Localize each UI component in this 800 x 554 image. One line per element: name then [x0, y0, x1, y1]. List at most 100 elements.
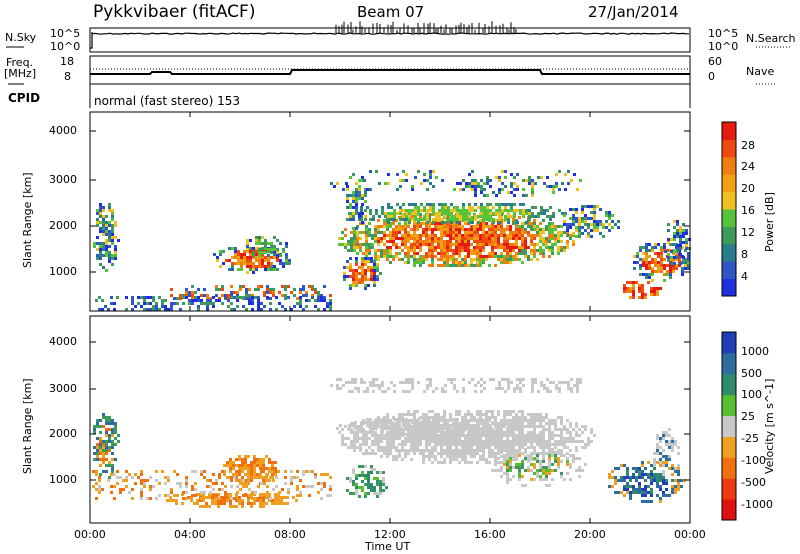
velocity-cell — [497, 449, 500, 452]
power-cell — [429, 209, 432, 212]
power-cell — [449, 264, 452, 267]
power-cell — [203, 288, 206, 291]
power-cell — [449, 234, 452, 237]
velocity-cell — [503, 449, 506, 452]
velocity-cell — [512, 440, 515, 443]
velocity-cell — [662, 470, 665, 473]
power-cell — [429, 173, 432, 176]
power-cell — [645, 276, 648, 279]
velocity-cell — [632, 467, 635, 470]
velocity-cell — [626, 491, 629, 494]
power-cell — [428, 234, 431, 237]
power-cell — [651, 246, 654, 249]
power-cell — [471, 179, 474, 182]
velocity-cell — [117, 440, 120, 443]
power-cell — [545, 240, 548, 243]
velocity-cell — [500, 475, 503, 478]
power-cell — [402, 215, 405, 218]
velocity-cell — [656, 461, 659, 464]
velocity-cell — [238, 455, 241, 458]
power-cell — [227, 305, 230, 308]
velocity-cell — [102, 446, 105, 449]
velocity-cell — [527, 469, 530, 472]
noise-panel-frame — [89, 27, 691, 53]
power-cell — [687, 258, 690, 261]
power-cell — [375, 170, 378, 173]
power-cell — [353, 237, 356, 240]
velocity-cell — [671, 437, 674, 440]
power-cell — [302, 294, 305, 297]
velocity-cell — [497, 413, 500, 416]
velocity-cell — [533, 416, 536, 419]
power-cell — [581, 220, 584, 223]
power-cell — [346, 275, 349, 278]
power-cell — [360, 209, 363, 212]
velocity-cell — [563, 428, 566, 431]
velocity-cell — [482, 446, 485, 449]
velocity-cell — [674, 479, 677, 482]
velocity-cell — [296, 485, 299, 488]
power-cell — [414, 215, 417, 218]
power-cell — [352, 212, 355, 215]
velocity-cell — [131, 497, 134, 500]
velocity-cell — [244, 479, 247, 482]
velocity-cell — [242, 485, 245, 488]
power-cbar-label: Power [dB] — [763, 192, 776, 252]
power-cell — [255, 256, 258, 259]
power-cell — [479, 237, 482, 240]
power-cell — [432, 212, 435, 215]
velocity-cell — [411, 387, 414, 390]
power-cell — [260, 308, 263, 311]
velocity-cell — [459, 427, 462, 430]
power-cell — [131, 302, 134, 305]
power-cell — [353, 240, 356, 243]
power-cell — [654, 258, 657, 261]
power-cell — [231, 247, 234, 250]
velocity-cell — [500, 425, 503, 428]
velocity-cell — [271, 499, 274, 502]
power-cell — [551, 231, 554, 234]
power-cell — [512, 243, 515, 246]
velocity-cell — [443, 452, 446, 455]
power-cell — [608, 214, 611, 217]
velocity-cell — [578, 457, 581, 460]
velocity-cell — [542, 446, 545, 449]
power-cell — [663, 279, 666, 282]
velocity-cell — [656, 476, 659, 479]
velocity-cell — [494, 457, 497, 460]
power-cell — [152, 296, 155, 299]
power-cell — [557, 231, 560, 234]
power-cell — [512, 231, 515, 234]
power-cell — [102, 224, 105, 227]
velocity-cell — [656, 479, 659, 482]
velocity-cell — [677, 488, 680, 491]
power-cell — [682, 256, 685, 259]
power-cell — [455, 237, 458, 240]
power-cell — [367, 257, 370, 260]
power-cell — [161, 305, 164, 308]
power-cell — [648, 264, 651, 267]
velocity-cell — [449, 455, 452, 458]
velocity-cell — [251, 491, 254, 494]
power-cell — [206, 294, 209, 297]
velocity-cell — [620, 464, 623, 467]
velocity-cell — [467, 413, 470, 416]
velocity-cell — [224, 485, 227, 488]
power-cell — [399, 209, 402, 212]
velocity-cell — [539, 413, 542, 416]
power-cell — [545, 225, 548, 228]
velocity-cell — [482, 455, 485, 458]
velocity-cell — [503, 419, 506, 422]
velocity-cell — [372, 427, 375, 430]
velocity-cell — [581, 440, 584, 443]
velocity-cell — [379, 480, 382, 483]
velocity-cell — [500, 434, 503, 437]
velocity-cell — [542, 449, 545, 452]
velocity-cell — [455, 455, 458, 458]
power-cell — [482, 240, 485, 243]
velocity-cell — [491, 410, 494, 413]
velocity-cell — [674, 491, 677, 494]
power-cell — [546, 176, 549, 179]
velocity-cell — [464, 443, 467, 446]
power-cell — [113, 302, 116, 305]
